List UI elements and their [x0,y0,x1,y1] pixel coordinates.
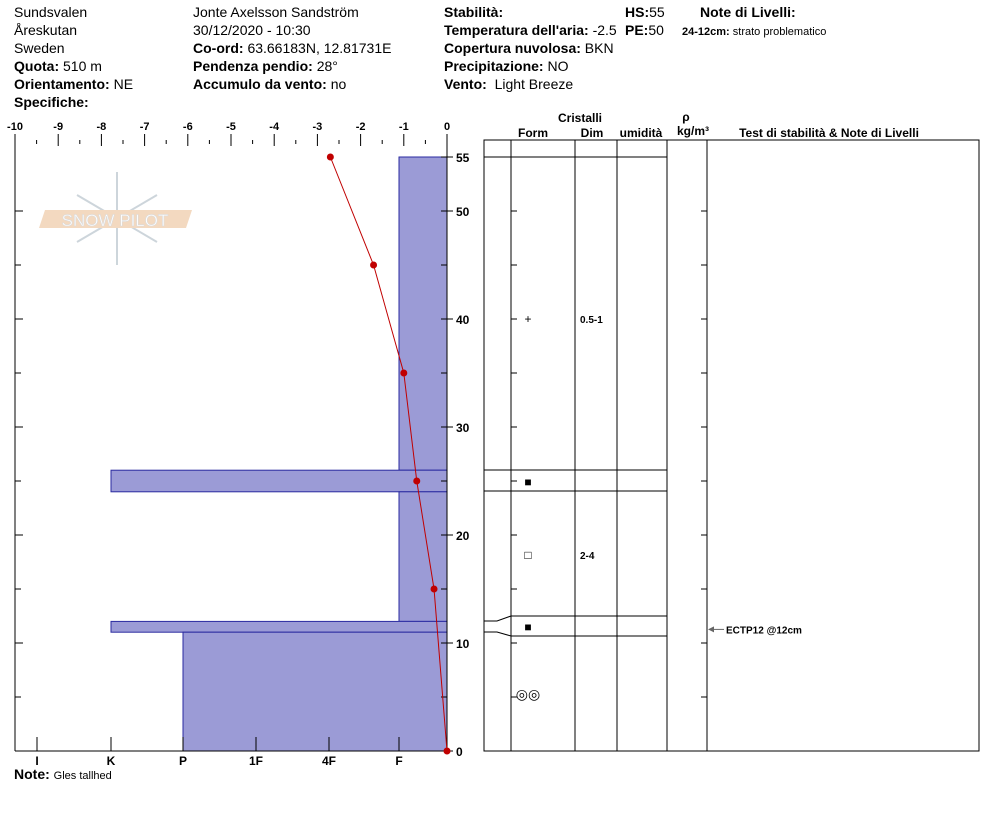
arrow-icon [708,626,714,633]
temp-tick-label: -3 [313,121,323,133]
temperature-point [370,261,378,269]
temp-tick-label: -4 [269,121,280,133]
hs: HS:55 [625,4,665,20]
country: Sweden [14,40,65,56]
temp-tick-label: -7 [140,121,150,133]
wind: Vento: Light Breeze [444,76,574,92]
temp-tick-label: -10 [7,121,23,133]
table-header: Form [518,126,548,140]
hardness-tick-label: P [179,754,187,768]
table-header: ρ [682,110,689,124]
hardness-tick-label: 4F [322,754,336,768]
grain-form-symbol: ■ [524,475,531,489]
hardness-tick-label: K [107,754,116,768]
temperature-point [326,153,334,161]
note: Note: Gles tallhed [14,766,112,782]
hardness-tick-label: I [35,754,38,768]
table-header: kg/m³ [677,124,709,138]
hardness-bar [182,631,448,752]
height-tick-label: 40 [456,313,470,327]
snowpilot-logo: SNOW PILOT [39,172,192,265]
hardness-bar [110,469,448,493]
temperature-point [400,369,408,377]
location: Sundsvalen [14,4,88,20]
temperature-point [413,477,421,485]
layer-connector [484,631,512,637]
header-observer: Jonte Axelsson Sandström 30/12/2020 - 10… [193,3,391,93]
coord: Co-ord: 63.66183N, 12.81731E [193,40,392,56]
logo-text: SNOW PILOT [62,211,169,230]
grain-form-symbol: + [524,312,531,326]
table-header: Dim [581,126,604,140]
temp-tick-label: -2 [356,121,366,133]
grain-form-symbol: ■ [524,620,531,634]
hardness-bar [398,491,448,622]
air-temp: Temperatura dell'aria: -2.5 [444,22,617,38]
table-header: Cristalli [558,111,602,125]
temperature-point [430,585,438,593]
height-tick-label: 0 [456,745,463,759]
height-tick-label: 50 [456,205,470,219]
stability: Stabilità: [444,4,504,20]
header-weather: Stabilità: Temperatura dell'aria: -2.5 C… [444,3,617,93]
hardness-bar [398,156,448,471]
grain-size: 0.5-1 [580,315,603,326]
specifics: Specifiche: [14,94,89,110]
pe: PE:50 [625,22,664,38]
height-tick-label: 30 [456,421,470,435]
aspect: Orientamento: NE [14,76,134,92]
hardness-tick-label: F [395,754,402,768]
grain-size: 2-4 [580,551,595,562]
table-header: Test di stabilità & Note di Livelli [739,126,919,140]
wind-loading: Accumulo da vento: no [193,76,347,92]
grain-form-symbol: ◎◎ [516,686,540,702]
height-tick-label: 20 [456,529,470,543]
layer-notes-title: Note di Livelli: [700,4,796,20]
area: Åreskutan [14,22,78,38]
table-frame [483,139,980,752]
observer: Jonte Axelsson Sandström [193,4,359,20]
sky: Copertura nuvolosa: BKN [444,40,614,56]
header-site: Sundsvalen Åreskutan Sweden Quota: 510 m… [14,3,133,111]
slope: Pendenza pendio: 28° [193,58,338,74]
temp-tick-label: -6 [183,121,193,133]
stability-test-label: ECTP12 @12cm [726,625,802,636]
temp-tick-label: 0 [444,121,450,133]
temp-tick-label: -5 [226,121,236,133]
height-tick-label: 55 [456,151,470,165]
temp-tick-label: -8 [97,121,107,133]
layer-note: 24-12cm: strato problematico [682,26,827,38]
temperature-point [443,747,451,755]
temp-tick-label: -9 [53,121,63,133]
datetime: 30/12/2020 - 10:30 [193,22,311,38]
hardness-bar [110,620,448,633]
hardness-tick-label: 1F [249,754,263,768]
table-header: umidità [620,126,663,140]
precip: Precipitazione: NO [444,58,569,74]
layer-connector [484,615,512,622]
grain-form-symbol: □ [524,548,531,562]
temp-tick-label: -1 [399,121,409,133]
temperature-line [329,156,448,752]
elevation: Quota: 510 m [14,58,102,74]
height-tick-label: 10 [456,637,470,651]
